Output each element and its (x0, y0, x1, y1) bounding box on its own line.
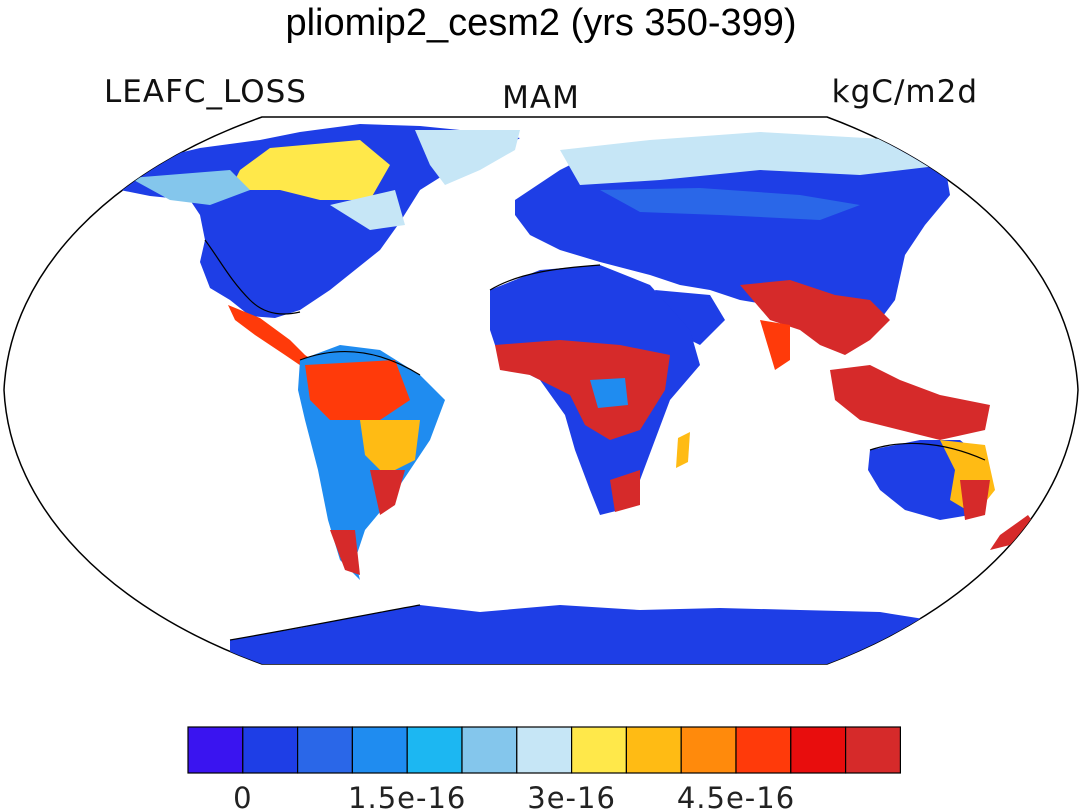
colorbar-swatch (406, 726, 463, 774)
map-land (110, 124, 1035, 664)
colorbar-swatch (187, 726, 244, 774)
colorbar-swatch (680, 726, 737, 774)
madagascar (676, 432, 690, 468)
maritime-asia (830, 365, 990, 440)
colorbar-tick-label: 0 (233, 781, 252, 812)
colorbar: 0 1.5e-16 3e-16 4.5e-16 (187, 726, 901, 812)
colorbar-swatch (790, 726, 847, 774)
variable-label: LEAFC_LOSS (104, 74, 307, 110)
new-zealand (990, 515, 1035, 550)
colorbar-swatch (242, 726, 299, 774)
units-label: kgC/m2d (831, 74, 978, 110)
coastlines (204, 239, 986, 641)
colorbar-swatch (625, 726, 682, 774)
season-label: MAM (502, 80, 580, 116)
antarctica (230, 605, 1000, 664)
colorbar-swatch (351, 726, 408, 774)
central-america (228, 305, 320, 372)
eurasia (515, 135, 950, 325)
colorbar-swatch (516, 726, 573, 774)
colorbar-swatch (461, 726, 518, 774)
colorbar-tick-label: 4.5e-16 (677, 781, 795, 812)
colorbar-swatch (297, 726, 354, 774)
colorbar-swatch (570, 726, 627, 774)
colorbar-swatch (735, 726, 792, 774)
colorbar-tick-label: 1.5e-16 (348, 781, 466, 812)
greenland (415, 130, 520, 185)
plot-title: pliomip2_cesm2 (yrs 350-399) (285, 2, 797, 44)
colorbar-tick-label: 3e-16 (527, 781, 616, 812)
colorbar-swatch (844, 726, 901, 774)
